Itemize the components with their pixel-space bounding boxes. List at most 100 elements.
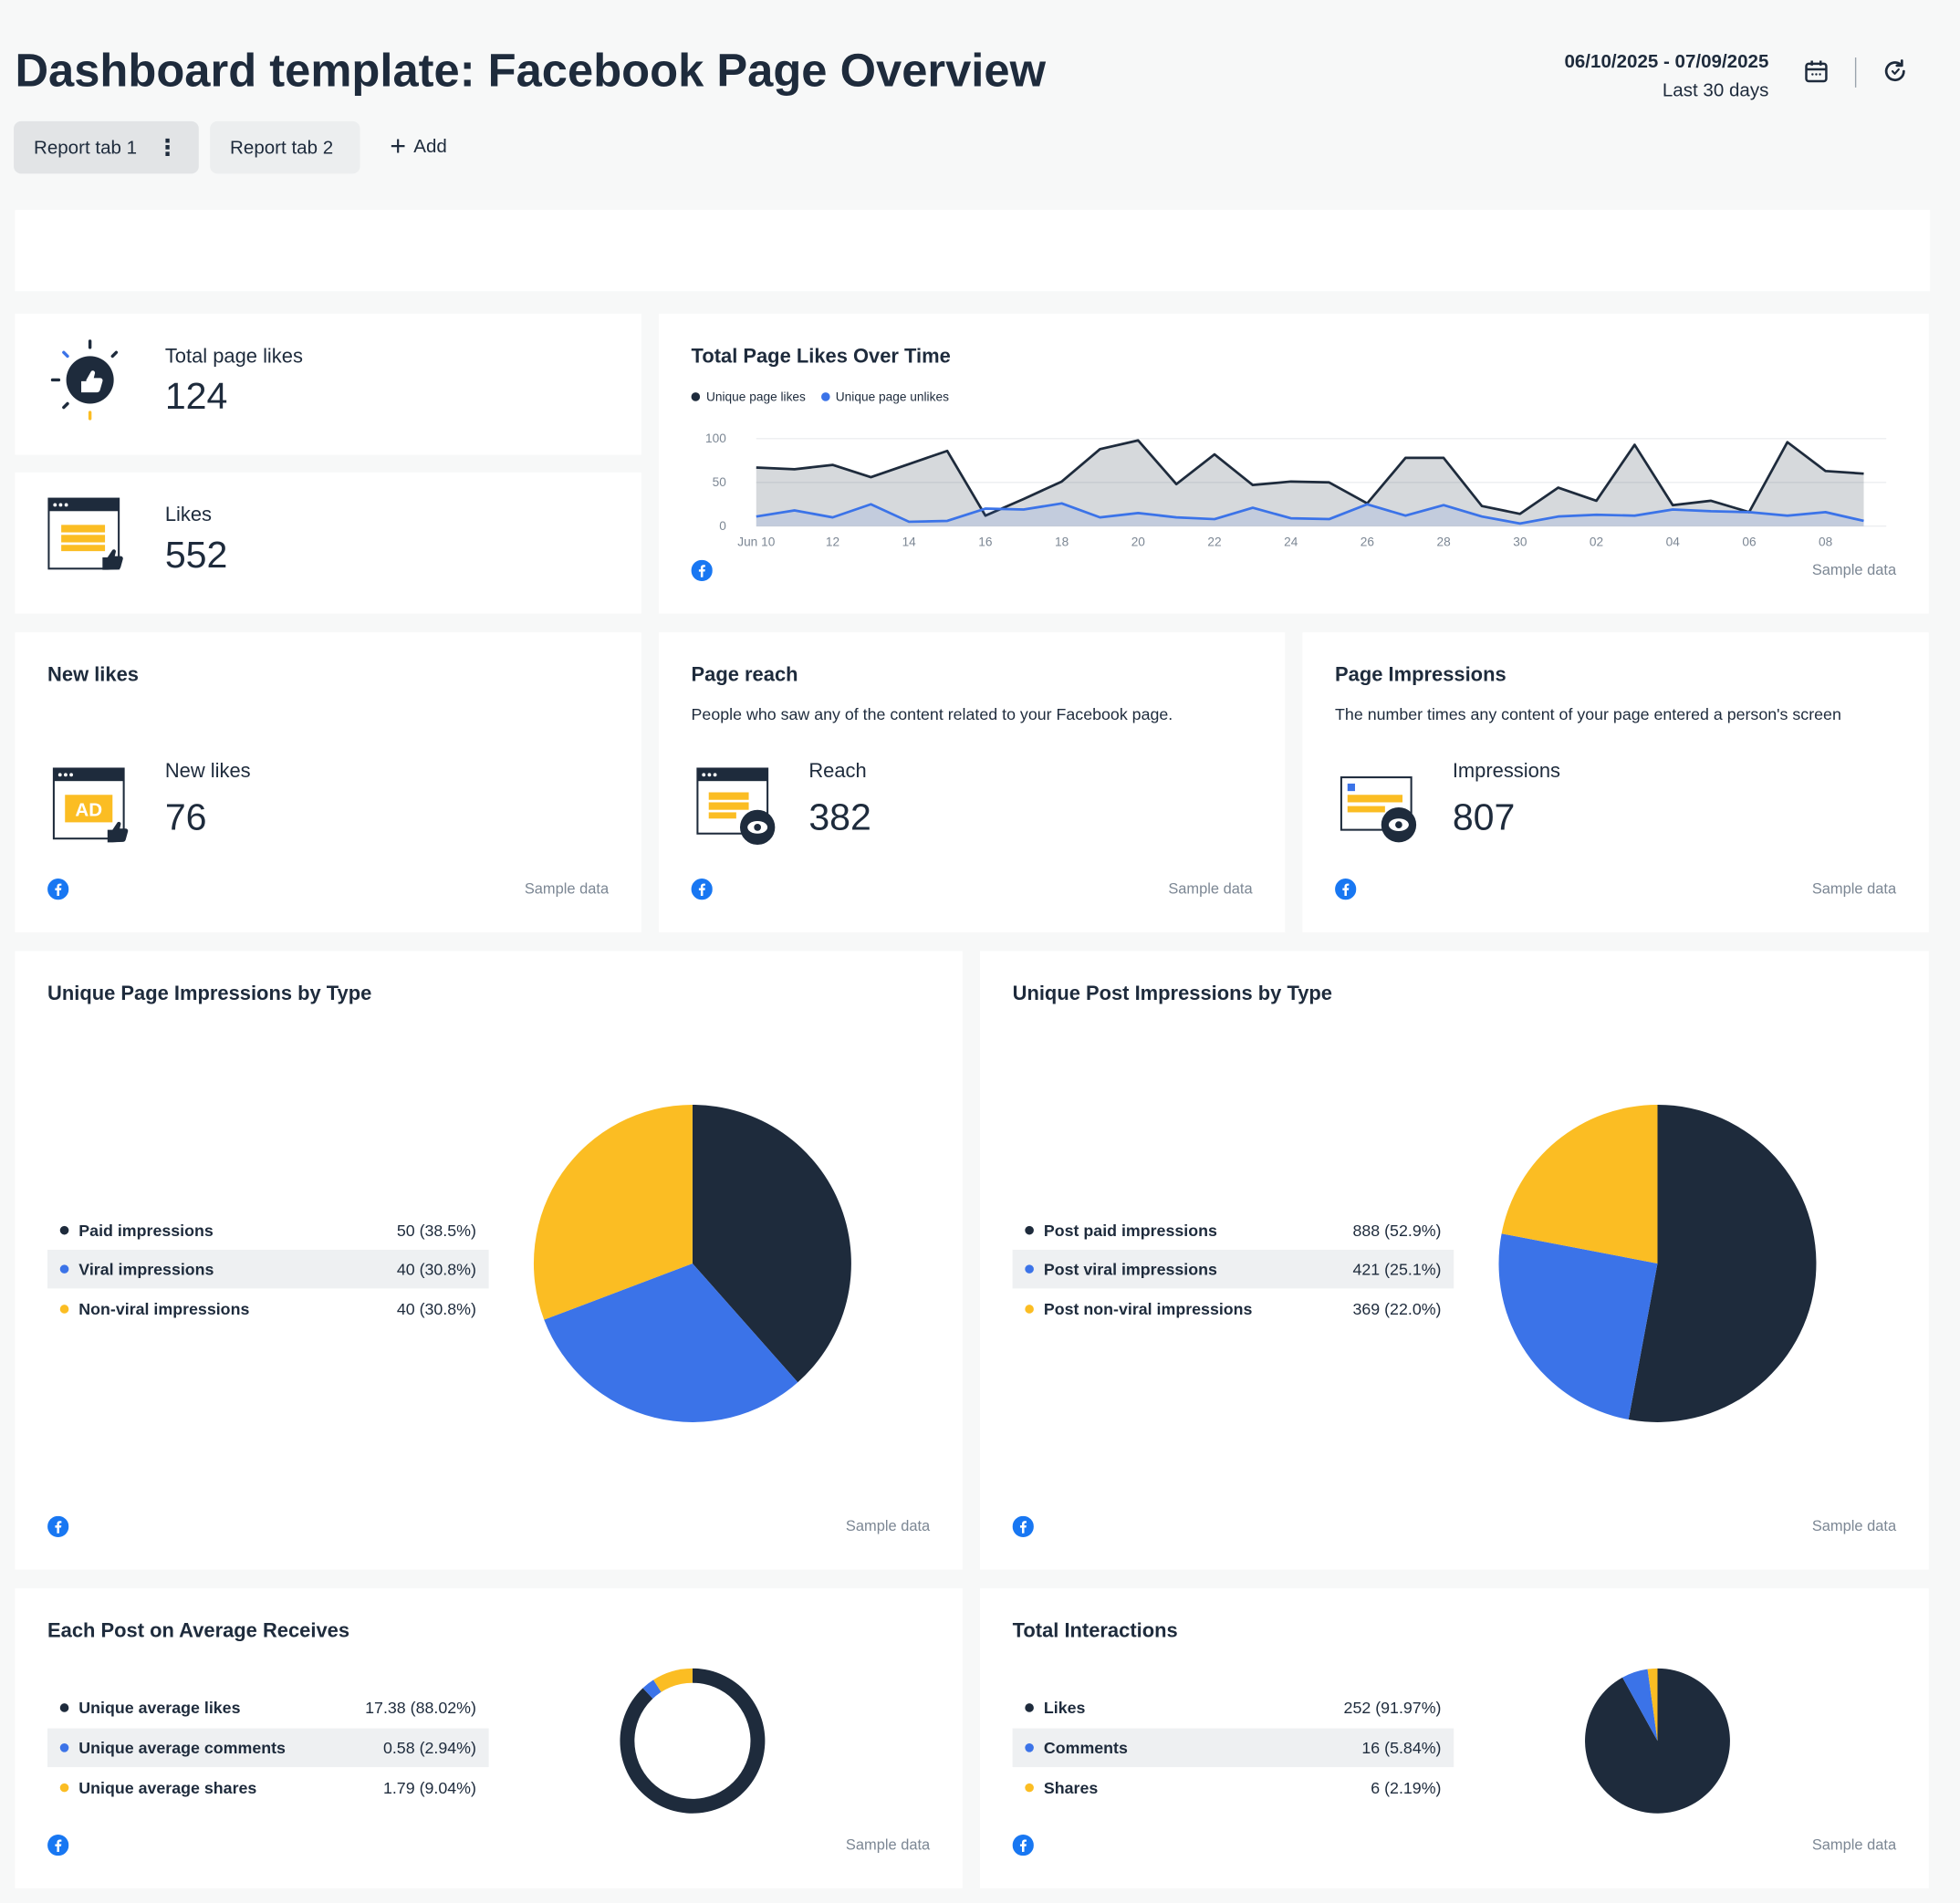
- legend-label: Unique average likes: [78, 1698, 241, 1718]
- legend-value: 16 (5.84%): [1361, 1738, 1442, 1758]
- legend-label: Comments: [1043, 1738, 1128, 1758]
- legend-value: 6 (2.19%): [1371, 1778, 1442, 1797]
- kpi-label: New likes: [164, 761, 251, 783]
- card-title: Unique Page Impressions by Type: [47, 983, 372, 1005]
- pie-chart: [533, 1104, 851, 1422]
- legend-label: Post non-viral impressions: [1043, 1299, 1253, 1319]
- legend-row[interactable]: Post paid impressions 888 (52.9%): [1013, 1211, 1454, 1249]
- card-title: Each Post on Average Receives: [47, 1620, 350, 1643]
- date-range-text: 06/10/2025 - 07/09/2025: [1564, 51, 1769, 73]
- pie-slice-2[interactable]: [544, 1263, 798, 1422]
- donut-hole: [634, 1682, 751, 1799]
- facebook-icon: [47, 879, 69, 900]
- legend-value: 1.79 (9.04%): [382, 1778, 476, 1797]
- donut-chart: [620, 1668, 766, 1814]
- facebook-icon: [47, 1515, 69, 1537]
- legend-label: Unique average comments: [78, 1738, 286, 1758]
- x-tick-label: 26: [1361, 536, 1375, 549]
- series-line-unlikes[interactable]: [756, 502, 1864, 525]
- pie-slice-2[interactable]: [1498, 1233, 1658, 1420]
- legend-row[interactable]: Unique average likes 17.38 (88.02%): [47, 1689, 489, 1727]
- facebook-icon: [47, 1835, 69, 1856]
- x-tick-label: 24: [1284, 536, 1298, 549]
- legend-label: Likes: [1043, 1698, 1086, 1718]
- legend-item-likes[interactable]: Unique page likes: [691, 391, 806, 405]
- card-description: People who saw any of the content relate…: [691, 704, 1173, 724]
- kebab-menu-icon[interactable]: ⋮: [156, 134, 179, 161]
- refresh-icon[interactable]: [1882, 57, 1909, 85]
- pie-chart: [1585, 1668, 1730, 1814]
- tab-label: Report tab 1: [33, 137, 138, 159]
- legend-row[interactable]: Comments 16 (5.84%): [1012, 1728, 1454, 1768]
- x-tick-label: 12: [826, 536, 839, 549]
- series-line-likes[interactable]: [756, 439, 1864, 517]
- legend-label: Post paid impressions: [1043, 1221, 1217, 1240]
- calendar-icon[interactable]: [1802, 57, 1830, 85]
- facebook-icon: [691, 559, 713, 582]
- pie-slice-2[interactable]: [1622, 1669, 1658, 1742]
- x-tick-label: 18: [1055, 536, 1069, 549]
- sample-data-label: Sample data: [524, 879, 610, 898]
- legend-row[interactable]: Unique average comments 0.58 (2.94%): [47, 1728, 489, 1768]
- x-tick-label: 04: [1666, 536, 1681, 549]
- kpi-value: 76: [164, 796, 207, 839]
- likes-card: Likes 552: [15, 472, 641, 614]
- legend-row[interactable]: Shares 6 (2.19%): [1013, 1768, 1454, 1806]
- sample-data-label: Sample data: [845, 1517, 931, 1535]
- tab-report-2[interactable]: Report tab 2: [210, 120, 360, 174]
- x-tick-label: 28: [1437, 536, 1452, 549]
- legend-value: 421 (25.1%): [1352, 1259, 1442, 1279]
- date-preset-text: Last 30 days: [1662, 79, 1769, 101]
- legend-row[interactable]: Post non-viral impressions 369 (22.0%): [1013, 1290, 1454, 1328]
- pie-slice-1[interactable]: [1628, 1104, 1817, 1422]
- kpi-label: Total page likes: [164, 346, 303, 368]
- card-title: Page reach: [691, 664, 798, 687]
- legend-label: Viral impressions: [78, 1259, 214, 1279]
- kpi-label: Likes: [164, 504, 213, 526]
- add-tab-button[interactable]: + Add: [390, 132, 446, 160]
- facebook-icon: [1012, 1835, 1034, 1856]
- legend-value: 40 (30.8%): [396, 1259, 476, 1279]
- kpi-value: 382: [808, 796, 871, 839]
- x-tick-label: 08: [1819, 536, 1833, 549]
- legend-label: Post viral impressions: [1043, 1259, 1217, 1279]
- tab-report-1[interactable]: Report tab 1 ⋮: [14, 120, 199, 174]
- legend-row[interactable]: Paid impressions 50 (38.5%): [47, 1211, 489, 1249]
- pie-slice-1[interactable]: [692, 1104, 851, 1383]
- header-divider: [1854, 57, 1857, 88]
- legend-value: 0.58 (2.94%): [382, 1738, 476, 1758]
- sample-data-label: Sample data: [1811, 1835, 1897, 1854]
- legend-row[interactable]: Viral impressions 40 (30.8%): [47, 1249, 489, 1289]
- line-chart: 100 50 0 Jun 10 12 14 16 18 20 22 24 26 28 30 02 04 06 08: [705, 432, 1887, 549]
- series-area: [756, 440, 1864, 526]
- x-tick-label: 22: [1207, 536, 1221, 549]
- webpage-like-icon: [47, 497, 123, 570]
- svg-text:AD: AD: [75, 800, 102, 821]
- legend-item-unlikes[interactable]: Unique page unlikes: [820, 391, 949, 405]
- y-tick-label: 0: [719, 519, 726, 533]
- x-tick-label: 02: [1590, 536, 1603, 549]
- pie-chart: [1498, 1104, 1817, 1422]
- pie-slice-1[interactable]: [1585, 1668, 1730, 1814]
- tab-label: Report tab 2: [230, 137, 334, 159]
- empty-widget: [15, 210, 1931, 292]
- sample-data-label: Sample data: [845, 1835, 931, 1854]
- pie-slice-3[interactable]: [1501, 1104, 1658, 1263]
- card-title: Page Impressions: [1335, 664, 1506, 687]
- legend-row[interactable]: Post viral impressions 421 (25.1%): [1012, 1249, 1454, 1289]
- legend-row[interactable]: Unique average shares 1.79 (9.04%): [47, 1768, 489, 1806]
- facebook-icon: [691, 879, 713, 900]
- pie-slice-3[interactable]: [533, 1104, 693, 1320]
- legend-row[interactable]: Likes 252 (91.97%): [1013, 1689, 1454, 1727]
- x-tick-label: 16: [978, 536, 993, 549]
- legend-value: 50 (38.5%): [396, 1221, 476, 1240]
- page-title: Dashboard template: Facebook Page Overvi…: [15, 45, 1047, 97]
- legend-row[interactable]: Non-viral impressions 40 (30.8%): [47, 1290, 489, 1328]
- total-page-likes-card: Total page likes 124: [15, 313, 641, 455]
- legend-value: 369 (22.0%): [1352, 1299, 1442, 1319]
- total-interactions-card: Total Interactions Likes 252 (91.97%) Com…: [980, 1588, 1929, 1888]
- pie-slice-3[interactable]: [1647, 1668, 1658, 1742]
- legend-label: Shares: [1043, 1778, 1099, 1797]
- thumbs-up-burst-icon: [50, 339, 119, 421]
- date-range-picker[interactable]: 06/10/2025 - 07/09/2025 Last 30 days: [1564, 47, 1768, 105]
